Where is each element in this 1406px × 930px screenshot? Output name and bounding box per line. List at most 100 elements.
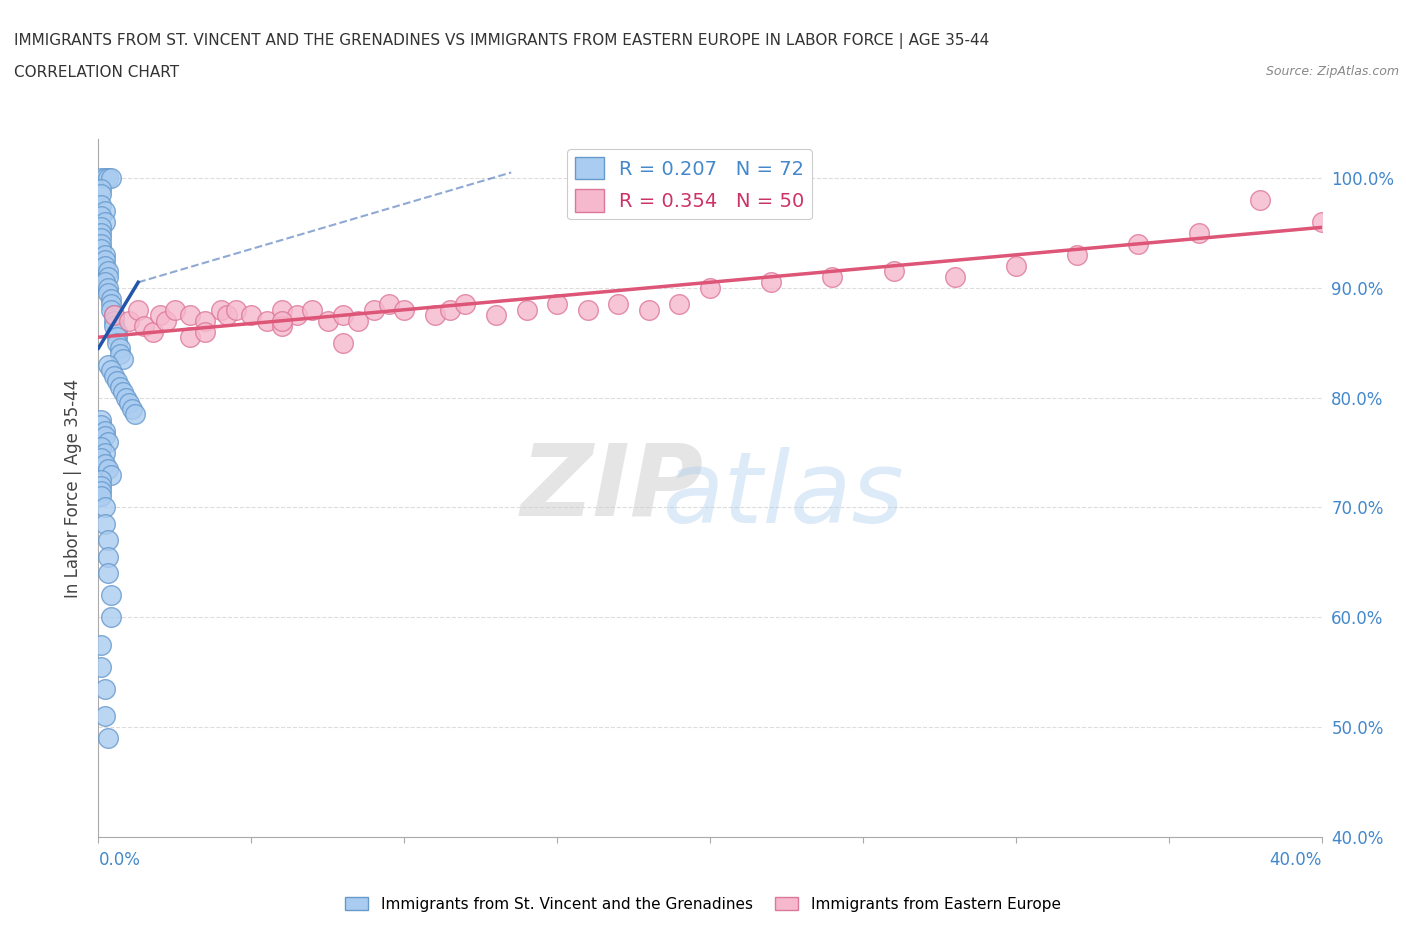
Point [179,330,201,345]
Point [93,259,115,273]
Point [516,302,538,317]
Point [100,610,122,625]
Point [97,566,120,581]
Point [90,181,112,196]
Point [100,363,122,378]
Point [90,489,112,504]
Point [270,313,292,328]
Point [943,270,966,285]
Point [179,308,201,323]
Point [90,478,112,493]
Point [97,170,120,185]
Point [103,319,125,334]
Point [194,313,217,328]
Point [121,401,143,416]
Point [155,313,177,328]
Point [105,330,128,345]
Point [439,302,461,317]
Point [100,297,122,312]
Point [378,297,401,312]
Point [97,434,120,449]
Text: Source: ZipAtlas.com: Source: ZipAtlas.com [1265,65,1399,78]
Point [1249,193,1271,207]
Point [127,302,149,317]
Text: atlas: atlas [662,446,904,544]
Point [142,325,165,339]
Point [108,340,131,355]
Point [759,275,782,290]
Point [97,280,120,295]
Point [105,374,128,389]
Point [215,308,238,323]
Point [93,247,115,262]
Point [699,280,721,295]
Point [347,313,370,328]
Point [90,219,112,234]
Point [93,456,115,471]
Point [90,236,112,251]
Point [103,368,125,383]
Point [1188,225,1211,240]
Point [105,336,128,351]
Point [316,313,339,328]
Point [454,297,477,312]
Point [93,253,115,268]
Point [111,385,134,400]
Point [93,215,115,230]
Point [90,170,112,185]
Point [97,357,120,372]
Point [821,270,844,285]
Point [93,429,115,444]
Legend: R = 0.207   N = 72, R = 0.354   N = 50: R = 0.207 N = 72, R = 0.354 N = 50 [567,149,813,219]
Point [90,484,112,498]
Point [90,440,112,455]
Point [93,170,115,185]
Point [93,445,115,460]
Text: ZIP: ZIP [520,440,703,537]
Point [90,242,112,257]
Point [93,682,115,697]
Point [134,319,156,334]
Point [270,302,292,317]
Point [97,270,120,285]
Point [1004,259,1026,273]
Point [576,302,599,317]
Point [285,308,308,323]
Point [97,533,120,548]
Point [392,302,416,317]
Legend: Immigrants from St. Vincent and the Grenadines, Immigrants from Eastern Europe: Immigrants from St. Vincent and the Gren… [339,890,1067,918]
Point [97,461,120,476]
Y-axis label: In Labor Force | Age 35-44: In Labor Force | Age 35-44 [65,379,83,598]
Point [111,352,134,366]
Text: CORRELATION CHART: CORRELATION CHART [14,65,179,80]
Point [883,264,905,279]
Point [103,308,125,323]
Point [90,451,112,466]
Point [423,308,446,323]
Point [332,308,354,323]
Point [90,412,112,427]
Point [546,297,568,312]
Point [100,302,122,317]
Point [93,204,115,219]
Point [485,308,508,323]
Point [90,231,112,246]
Text: IMMIGRANTS FROM ST. VINCENT AND THE GRENADINES VS IMMIGRANTS FROM EASTERN EUROPE: IMMIGRANTS FROM ST. VINCENT AND THE GREN… [14,33,990,48]
Point [100,170,122,185]
Point [1310,215,1333,230]
Point [93,709,115,724]
Point [90,659,112,674]
Point [668,297,690,312]
Point [149,308,172,323]
Point [209,302,232,317]
Point [332,336,354,351]
Point [118,313,141,328]
Point [637,302,661,317]
Point [97,731,120,746]
Point [97,286,120,300]
Point [90,209,112,224]
Point [100,291,122,306]
Point [240,308,263,323]
Point [93,500,115,515]
Point [1066,247,1088,262]
